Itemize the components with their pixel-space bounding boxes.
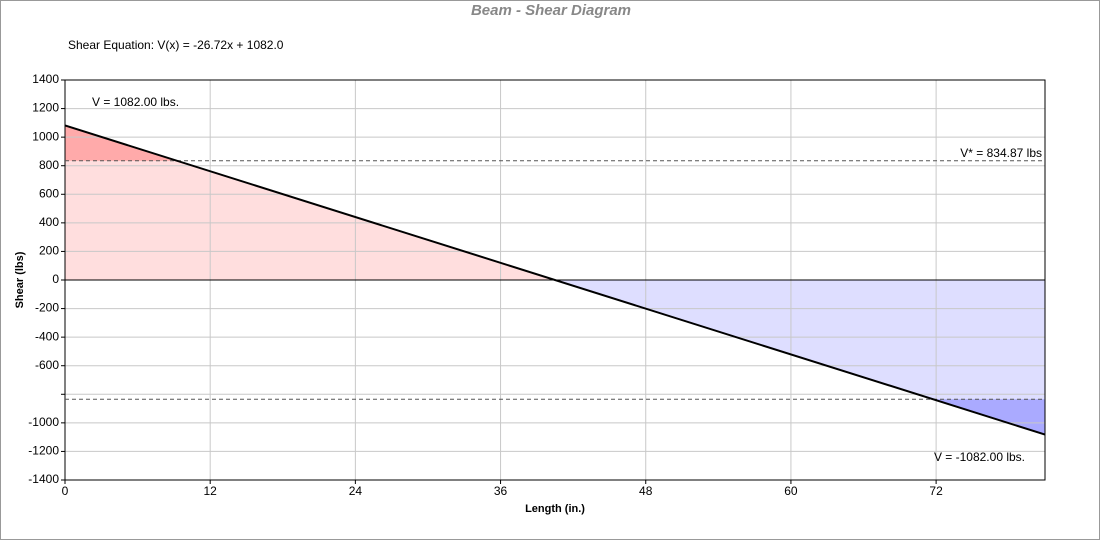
equation: Shear Equation: V(x) = -26.72x + 1082.0 <box>68 38 284 52</box>
y-tick-label: -1200 <box>28 444 59 458</box>
value-label: V = 1082.00 lbs. <box>92 95 179 109</box>
y-tick-label: 800 <box>39 158 59 172</box>
y-axis-title: Shear (lbs) <box>14 251 26 308</box>
y-tick-label: 600 <box>39 186 59 200</box>
chart-title: Beam - Shear Diagram <box>471 2 631 19</box>
shear-line <box>64 124 1046 436</box>
y-tick-label: 0 <box>52 272 59 286</box>
x-axis-title: Length (in.) <box>525 503 585 515</box>
y-tick-label: -1400 <box>28 472 59 486</box>
y-tick-label: -400 <box>35 329 59 343</box>
plot-border <box>64 79 1046 481</box>
y-tick-label: -600 <box>35 358 59 372</box>
y-tick-label: 1400 <box>32 72 59 86</box>
x-tick-label: 12 <box>204 484 218 498</box>
x-tick-label: 36 <box>494 484 508 498</box>
y-tick-label: 1000 <box>32 129 59 143</box>
x-tick-label: 72 <box>929 484 943 498</box>
threshold-label: V* = 834.87 lbs <box>960 146 1042 160</box>
x-tick-label: 0 <box>62 484 69 498</box>
y-tick-label: -1000 <box>28 415 59 429</box>
value-label: V = -1082.00 lbs. <box>934 450 1025 464</box>
y-tick-label: 1200 <box>32 101 59 115</box>
y-tick-label: -200 <box>35 301 59 315</box>
x-tick-label: 60 <box>784 484 798 498</box>
y-tick-label: 400 <box>39 215 59 229</box>
x-tick-label: 48 <box>639 484 653 498</box>
x-tick-label: 24 <box>349 484 363 498</box>
y-tick-label: 200 <box>39 244 59 258</box>
